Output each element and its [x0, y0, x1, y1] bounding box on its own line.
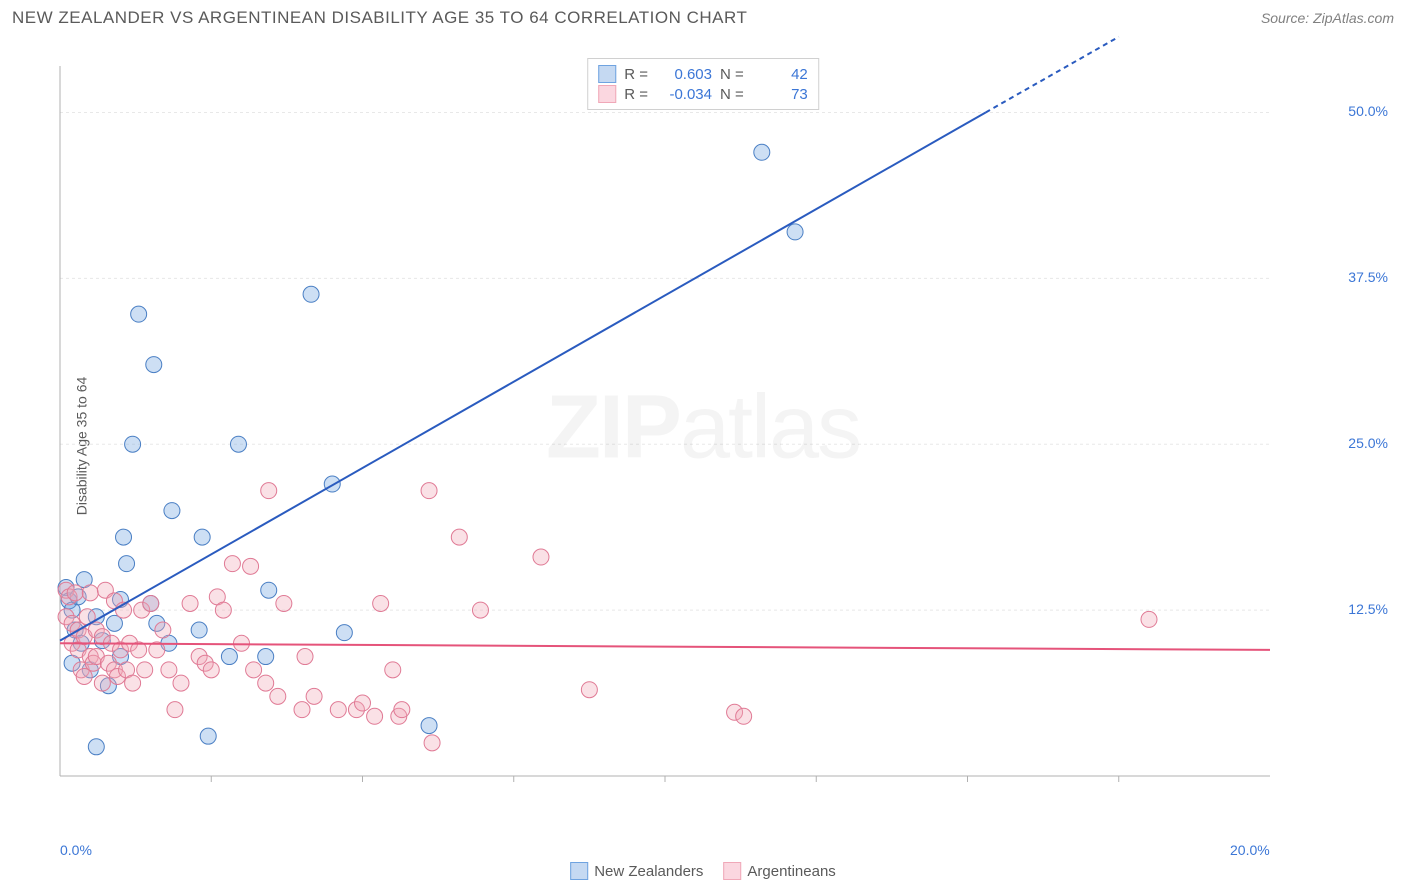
legend-label: Argentineans — [747, 863, 835, 880]
r-label: R = — [624, 86, 648, 103]
legend-stats-row: R = 0.603 N = 42 — [598, 65, 808, 83]
n-value: 42 — [752, 66, 808, 83]
chart-title: NEW ZEALANDER VS ARGENTINEAN DISABILITY … — [12, 8, 747, 28]
legend-item: New Zealanders — [570, 862, 703, 880]
legend-swatch — [598, 65, 616, 83]
r-value: 0.603 — [656, 66, 712, 83]
y-tick-label: 50.0% — [1348, 103, 1388, 119]
legend-swatch — [598, 85, 616, 103]
scatter-chart-svg — [50, 56, 1340, 816]
r-value: -0.034 — [656, 86, 712, 103]
x-tick-label: 20.0% — [1230, 842, 1270, 858]
x-tick-label: 0.0% — [60, 842, 92, 858]
legend-swatch — [570, 862, 588, 880]
y-tick-label: 25.0% — [1348, 435, 1388, 451]
legend-item: Argentineans — [723, 862, 835, 880]
n-label: N = — [720, 86, 744, 103]
r-label: R = — [624, 66, 648, 83]
n-value: 73 — [752, 86, 808, 103]
legend-label: New Zealanders — [594, 863, 703, 880]
legend-swatch — [723, 862, 741, 880]
n-label: N = — [720, 66, 744, 83]
legend-stats-row: R = -0.034 N = 73 — [598, 85, 808, 103]
y-tick-label: 37.5% — [1348, 269, 1388, 285]
y-tick-label: 12.5% — [1348, 601, 1388, 617]
legend-stats: R = 0.603 N = 42 R = -0.034 N = 73 — [587, 58, 819, 110]
chart-area — [50, 56, 1340, 816]
chart-source: Source: ZipAtlas.com — [1261, 10, 1394, 26]
chart-header: NEW ZEALANDER VS ARGENTINEAN DISABILITY … — [0, 0, 1406, 32]
legend-series: New Zealanders Argentineans — [570, 862, 836, 880]
